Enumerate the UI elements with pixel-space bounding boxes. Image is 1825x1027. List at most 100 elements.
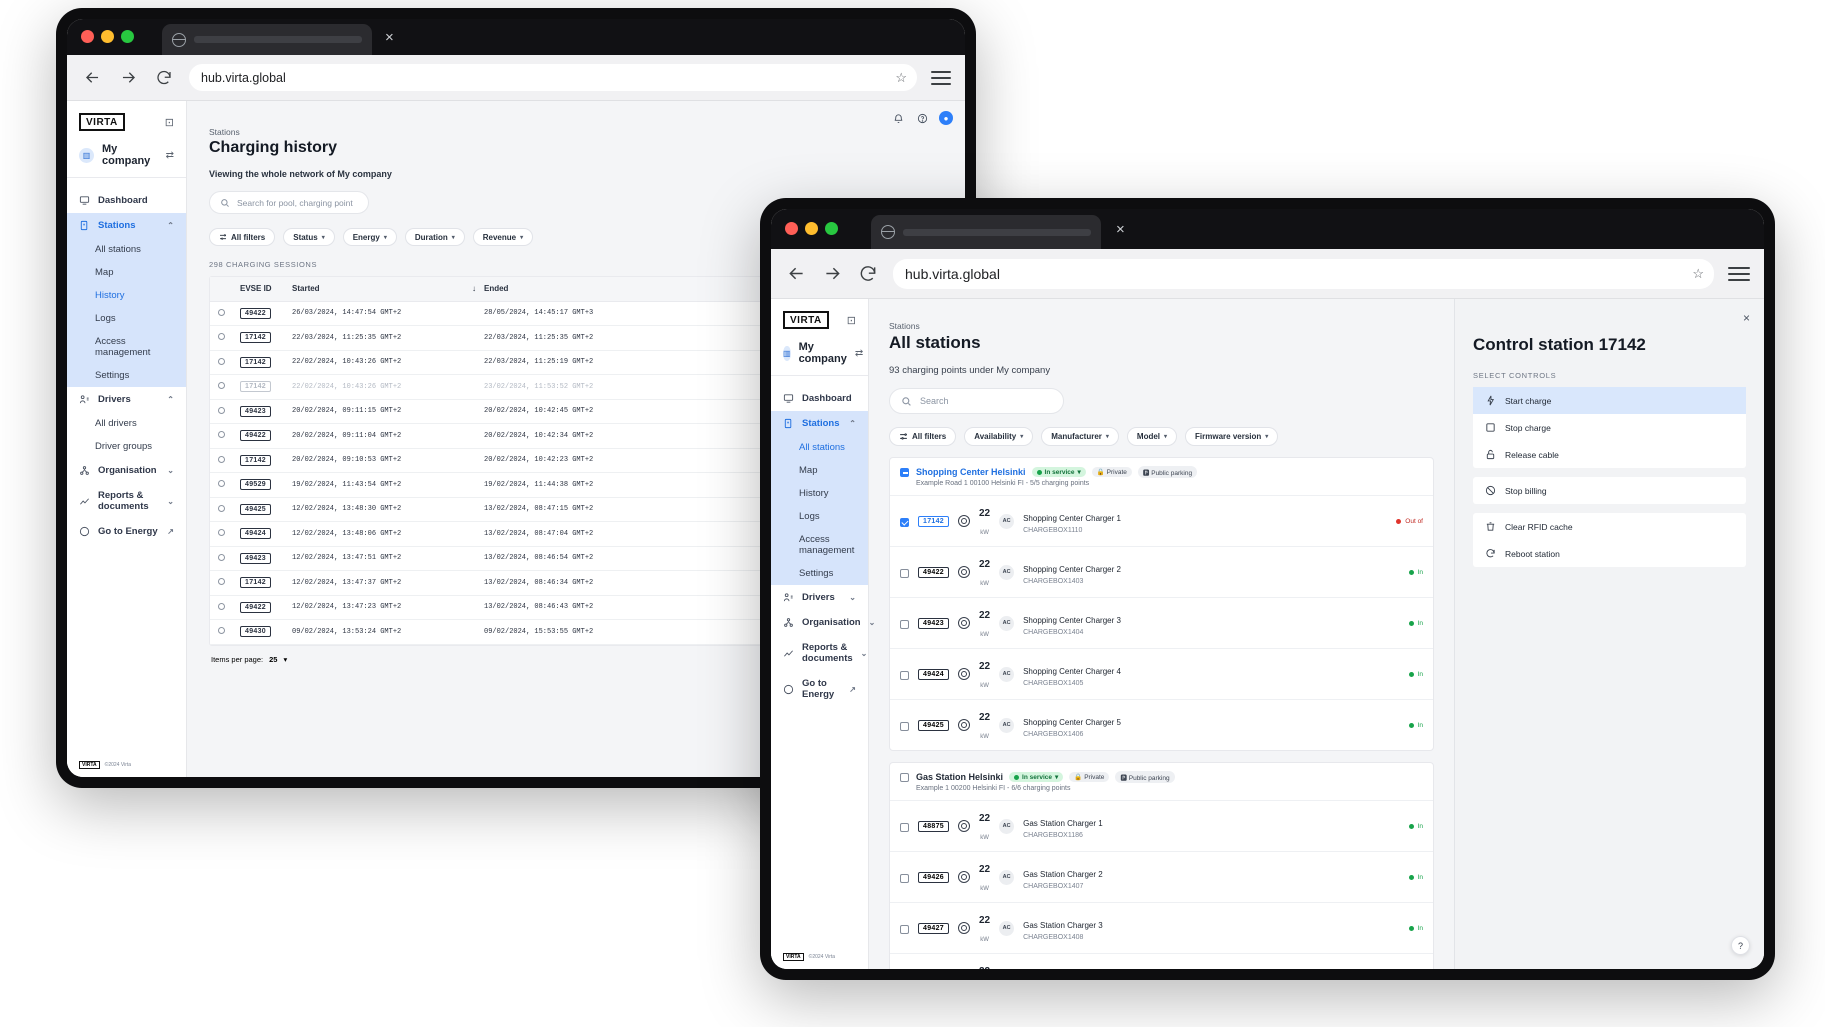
sidebar-item-reports[interactable]: Reports & documents ⌄ [771,635,868,671]
breadcrumb[interactable]: Stations [209,127,240,137]
sidebar-item-logs[interactable]: Logs [95,313,116,324]
browser-tab[interactable] [162,24,372,55]
charging-point-checkbox[interactable] [900,873,909,883]
sidebar-item-drivers[interactable]: Drivers ⌃ All drivers Driver groups [67,387,186,458]
row-radio[interactable] [218,578,240,587]
station-group-checkbox[interactable] [900,773,909,782]
collapse-sidebar-icon[interactable]: ⊡ [164,116,174,129]
row-radio[interactable] [218,480,240,489]
charging-point-checkbox[interactable] [900,517,909,527]
station-name[interactable]: Gas Station Helsinki [916,772,1004,782]
filter-manufacturer[interactable]: Manufacturer ▾ [1041,427,1119,446]
filter-status[interactable]: Status ▾ [283,228,335,246]
charging-point-row[interactable]: 17142 22 kW AC Shopping Center Charger 1 CHAR… [890,495,1433,546]
company-switcher[interactable]: ▥ My company ⇄ [771,337,868,376]
sidebar-item-all-stations[interactable]: All stations [95,244,141,255]
chevron-down-icon[interactable]: ⌄ [860,648,868,658]
charging-point-id[interactable]: 49423 [918,617,949,629]
charging-point-row[interactable]: 49426 22 kW AC Gas Station Charger 2 CHARGEBO… [890,851,1433,902]
column-started[interactable]: Started [292,284,320,294]
browser-window-front[interactable]: × hub.virta.global ☆ VIRTA [760,198,1775,980]
help-icon[interactable] [915,111,929,125]
row-radio[interactable] [218,406,240,416]
filter-all-filters[interactable]: All filters [209,228,276,246]
chevron-down-icon[interactable]: ⌄ [167,466,174,475]
breadcrumb[interactable]: Stations [889,321,920,331]
sidebar-item-stations[interactable]: Stations ⌃ All stations Map History Logs… [67,213,186,387]
back-icon[interactable] [785,263,807,285]
row-radio[interactable] [218,455,240,465]
browser-menu-icon[interactable] [1728,266,1750,281]
filter-revenue[interactable]: Revenue ▾ [472,228,534,246]
filter-all-filters[interactable]: All filters [889,427,957,446]
control-stop-billing[interactable]: Stop billing [1473,477,1746,504]
row-radio[interactable] [218,553,240,563]
chevron-down-icon[interactable]: ▾ [283,654,288,664]
address-bar[interactable]: hub.virta.global ☆ [893,258,1714,289]
back-icon[interactable] [81,67,103,89]
control-release-cable[interactable]: Release cable [1473,441,1746,468]
row-radio[interactable] [218,602,240,612]
chevron-down-icon[interactable]: ⌄ [167,496,174,506]
filter-model[interactable]: Model ▾ [1126,427,1178,446]
sidebar-item-map[interactable]: Map [799,465,818,476]
row-radio[interactable] [218,333,240,342]
column-evse-id[interactable]: EVSE ID [240,284,272,294]
chevron-down-icon[interactable]: ⌄ [849,593,856,602]
charging-point-row[interactable]: 49425 22 kW AC Shopping Center Charger 5 CHAR… [890,699,1433,750]
sidebar-item-reports[interactable]: Reports & documents ⌄ [67,483,186,519]
browser-menu-icon[interactable] [931,70,951,85]
sidebar-item-settings[interactable]: Settings [799,568,834,579]
sidebar-item-dashboard[interactable]: Dashboard [67,188,186,213]
sidebar-item-history[interactable]: History [799,488,829,499]
back-window-controls[interactable] [81,30,134,43]
chevron-up-icon[interactable]: ⌃ [167,221,174,230]
company-switcher[interactable]: ▥ My company ⇄ [67,139,186,178]
charging-point-id[interactable]: 49426 [918,871,949,883]
column-ended[interactable]: Ended [484,284,509,294]
row-radio[interactable] [218,357,240,367]
sidebar-item-organisation[interactable]: Organisation ⌄ [67,458,186,483]
charging-point-id[interactable]: 48875 [918,820,949,832]
charging-point-id[interactable]: 49425 [918,719,949,731]
station-group-header[interactable]: Shopping Center Helsinki In service ▾ 🔒 Pr… [890,458,1433,495]
sidebar-item-dashboard[interactable]: Dashboard [771,386,868,411]
sidebar-item-logs[interactable]: Logs [799,511,820,522]
sidebar-item-driver-groups[interactable]: Driver groups [95,441,153,452]
sidebar-item-stations[interactable]: Stations ⌃ All stations Map History Logs… [771,411,868,585]
station-group-header[interactable]: Gas Station Helsinki In service ▾ 🔒 Privat… [890,763,1433,800]
reload-icon[interactable] [153,67,175,89]
charging-point-id[interactable]: 17142 [918,515,949,527]
sidebar-item-map[interactable]: Map [95,267,114,278]
chevron-up-icon[interactable]: ⌃ [167,395,174,404]
station-name[interactable]: Shopping Center Helsinki [916,467,1026,477]
search-input[interactable]: Search for pool, charging point [209,191,369,214]
sidebar-item-go-to-energy[interactable]: Go to Energy ↗ [67,519,186,544]
bookmark-star-icon[interactable]: ☆ [895,69,907,85]
collapse-sidebar-icon[interactable]: ⊡ [846,314,856,327]
station-group-checkbox[interactable] [900,468,909,477]
browser-tab[interactable] [871,215,1101,249]
minimize-window-button[interactable] [805,222,818,235]
charging-point-row[interactable]: 48875 22 kW AC Gas Station Charger 1 CHARGEBO… [890,800,1433,851]
bookmark-star-icon[interactable]: ☆ [1692,265,1704,281]
notifications-icon[interactable] [891,111,905,125]
charging-point-row[interactable]: 49427 22 kW AC Gas Station Charger 3 CHARGEBO… [890,902,1433,953]
charging-point-row[interactable]: 4942822kWACGas Station Charger 4CHARGEBO… [890,953,1433,969]
control-stop-charge[interactable]: Stop charge [1473,414,1746,441]
filter-duration[interactable]: Duration ▾ [404,228,465,246]
reload-icon[interactable] [857,263,879,285]
charging-point-id[interactable]: 49427 [918,922,949,934]
row-radio[interactable] [218,627,240,636]
control-clear-rfid-cache[interactable]: Clear RFID cache [1473,513,1746,540]
charging-point-row[interactable]: 49424 22 kW AC Shopping Center Charger 4 CHAR… [890,648,1433,699]
charging-point-checkbox[interactable] [900,721,909,731]
sidebar-item-history[interactable]: History [95,290,125,301]
close-window-button[interactable] [785,222,798,235]
close-window-button[interactable] [81,30,94,43]
row-radio[interactable] [218,308,240,318]
sidebar-item-access-management[interactable]: Access management [95,336,151,358]
back-top-icons[interactable]: ● [891,111,953,125]
filter-availability[interactable]: Availability ▾ [964,427,1034,446]
address-bar[interactable]: hub.virta.global ☆ [189,64,917,91]
